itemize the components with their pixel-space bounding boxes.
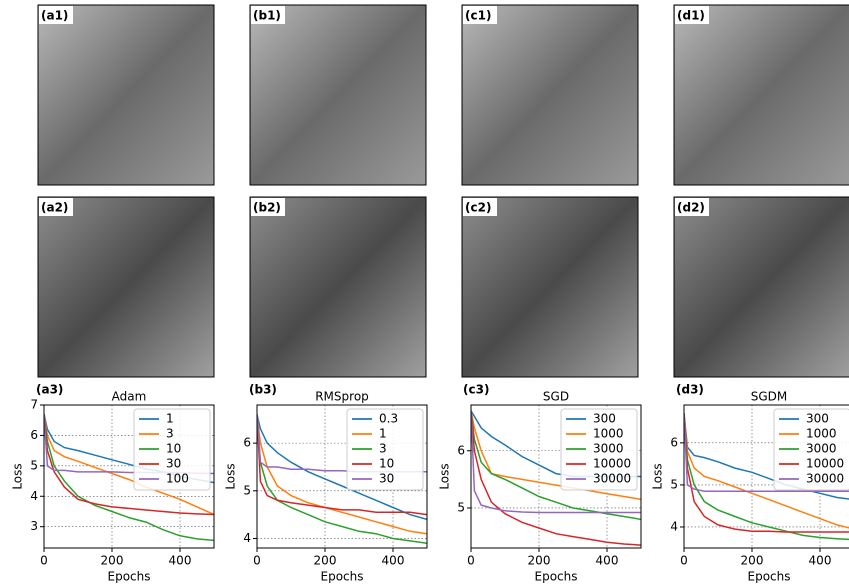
legend-label: 0.3 [379, 412, 398, 426]
legend-label: 3 [379, 442, 387, 456]
image-panel [250, 197, 426, 377]
y-tick-label: 4 [30, 489, 38, 503]
image-panel [674, 197, 849, 377]
image-panel [462, 197, 638, 377]
panel-label: (a3) [36, 383, 63, 397]
x-axis-label: Epochs [535, 570, 578, 584]
x-tick-label: 200 [741, 554, 764, 568]
x-tick-label: 400 [596, 554, 619, 568]
panel-label: (c1) [465, 9, 491, 23]
chart-title: Adam [112, 390, 147, 404]
x-axis-label: Epochs [108, 570, 151, 584]
chart-title: SGDM [751, 390, 788, 404]
x-tick-label: 0 [40, 554, 48, 568]
y-tick-label: 5 [457, 500, 465, 514]
panel-label: (c2) [465, 201, 491, 215]
legend-label: 300 [593, 412, 616, 426]
x-axis-label: Epochs [748, 570, 791, 584]
image-panel [38, 5, 214, 185]
legend-label: 1000 [806, 427, 837, 441]
x-tick-label: 400 [169, 554, 192, 568]
y-tick-label: 4 [243, 531, 251, 545]
x-tick-label: 200 [101, 554, 124, 568]
legend-label: 100 [166, 472, 189, 486]
y-tick-label: 4 [670, 519, 678, 533]
y-axis-label: Loss [11, 463, 25, 489]
y-tick-label: 6 [243, 436, 251, 450]
x-tick-label: 0 [467, 554, 475, 568]
y-tick-label: 5 [243, 483, 251, 497]
legend-label: 300 [806, 412, 829, 426]
image-panel [674, 5, 849, 185]
panel-label: (d2) [677, 201, 705, 215]
legend-label: 3000 [806, 442, 837, 456]
y-tick-label: 6 [670, 435, 678, 449]
legend-label: 30000 [806, 472, 844, 486]
y-tick-label: 6 [457, 443, 465, 457]
x-tick-label: 200 [314, 554, 337, 568]
legend-label: 1 [379, 427, 387, 441]
panel-label: (b3) [249, 383, 277, 397]
panel-label: (d1) [677, 9, 705, 23]
legend-label: 1000 [593, 427, 624, 441]
y-axis-label: Loss [224, 463, 238, 489]
y-tick-label: 7 [30, 398, 38, 412]
y-tick-label: 6 [30, 428, 38, 442]
y-tick-label: 3 [30, 519, 38, 533]
chart-title: RMSprop [315, 390, 369, 404]
legend-label: 30 [379, 472, 394, 486]
y-tick-label: 5 [670, 477, 678, 491]
figure: (a1) (b1) (c1) (d1) (a2) (b2) (c2) (d2) (a3) Adam… [0, 0, 849, 587]
legend-label: 10000 [806, 457, 844, 471]
chart-title: SGD [543, 390, 569, 404]
x-axis-label: Epochs [321, 570, 364, 584]
y-tick-label: 5 [30, 458, 38, 472]
x-tick-label: 0 [680, 554, 688, 568]
legend-label: 30 [166, 457, 181, 471]
image-panel [250, 5, 426, 185]
y-axis-label: Loss [651, 463, 665, 489]
panel-label: (a2) [41, 201, 68, 215]
panel-label: (a1) [41, 9, 68, 23]
legend-label: 10000 [593, 457, 631, 471]
x-tick-label: 0 [253, 554, 261, 568]
y-axis-label: Loss [438, 463, 452, 489]
panel-label: (c3) [463, 383, 489, 397]
x-tick-label: 400 [809, 554, 832, 568]
panel-label: (d3) [676, 383, 704, 397]
panel-label: (b1) [253, 9, 281, 23]
legend-label: 30000 [593, 472, 631, 486]
legend-label: 3 [166, 427, 174, 441]
x-tick-label: 400 [382, 554, 405, 568]
legend-label: 10 [166, 442, 181, 456]
image-panel [38, 197, 214, 377]
legend-label: 10 [379, 457, 394, 471]
image-panel [462, 5, 638, 185]
legend-label: 1 [166, 412, 174, 426]
legend-label: 3000 [593, 442, 624, 456]
panel-label: (b2) [253, 201, 281, 215]
x-tick-label: 200 [528, 554, 551, 568]
